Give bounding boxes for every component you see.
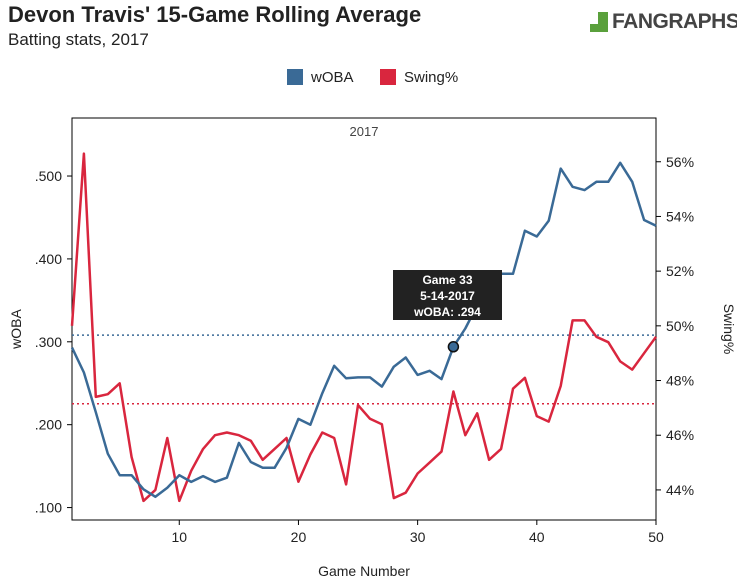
highlight-point[interactable] (447, 341, 460, 353)
y-axis-label: wOBA (8, 309, 24, 350)
reference-lines (72, 334, 656, 405)
logo-text: FANGRAPHS (612, 10, 737, 33)
y-tick-label-3: .400 (35, 251, 62, 267)
x-axis-label: Game Number (318, 563, 410, 579)
legend-item-woba[interactable]: wOBA (287, 67, 354, 87)
facet-label: 2017 (350, 124, 379, 139)
y2-axis-ticks: 44% 46% 48% 50% 52% 54% 56% (656, 154, 694, 498)
legend-label-woba: wOBA (311, 68, 354, 86)
tooltip-line-2: 5-14-2017 (420, 289, 475, 303)
y-axis-ticks: .100 .200 .300 .400 .500 (35, 168, 72, 516)
y-tick-label-4: .500 (35, 168, 62, 184)
chart-title: Devon Travis' 15-Game Rolling Average (8, 2, 422, 27)
y2-tick-label-50: 50% (666, 318, 694, 334)
tooltip-line-1: Game 33 (422, 273, 473, 287)
tooltip-line-3: wOBA: .294 (414, 305, 481, 319)
legend-swatch-swing (380, 69, 396, 85)
logo-mark-base-icon (590, 24, 600, 32)
logo-mark-icon (598, 12, 608, 32)
legend-label-swing: Swing% (404, 68, 459, 86)
tooltip: Game 33 5-14-2017 wOBA: .294 (393, 270, 502, 320)
y2-tick-label-52: 52% (666, 263, 694, 279)
y2-tick-label-46: 46% (666, 427, 694, 443)
x-tick-label-40: 40 (529, 529, 545, 545)
y-tick-label-0: .100 (35, 500, 62, 516)
legend: wOBA Swing% (0, 67, 737, 87)
x-tick-label-10: 10 (171, 529, 187, 545)
x-tick-label-50: 50 (648, 529, 664, 545)
y2-axis-label: Swing% (721, 304, 737, 355)
series-lines (70, 152, 658, 503)
y2-tick-label-56: 56% (666, 154, 694, 170)
x-tick-label-20: 20 (291, 529, 307, 545)
highlight-point-group (447, 341, 460, 353)
chart-subtitle: Batting stats, 2017 (8, 30, 149, 49)
y2-tick-label-48: 48% (666, 373, 694, 389)
y-tick-label-2: .300 (35, 334, 62, 350)
series-line-woba (70, 161, 657, 499)
legend-swatch-woba (287, 69, 303, 85)
series-line-swing- (70, 152, 658, 503)
y2-tick-label-44: 44% (666, 482, 694, 498)
y2-tick-label-54: 54% (666, 208, 694, 224)
x-tick-label-30: 30 (410, 529, 426, 545)
y-tick-label-1: .200 (35, 417, 62, 433)
legend-item-swing[interactable]: Swing% (380, 67, 458, 87)
fangraphs-logo[interactable]: FANGRAPHS (590, 10, 737, 36)
x-axis-ticks: 10 20 30 40 50 (171, 520, 664, 545)
